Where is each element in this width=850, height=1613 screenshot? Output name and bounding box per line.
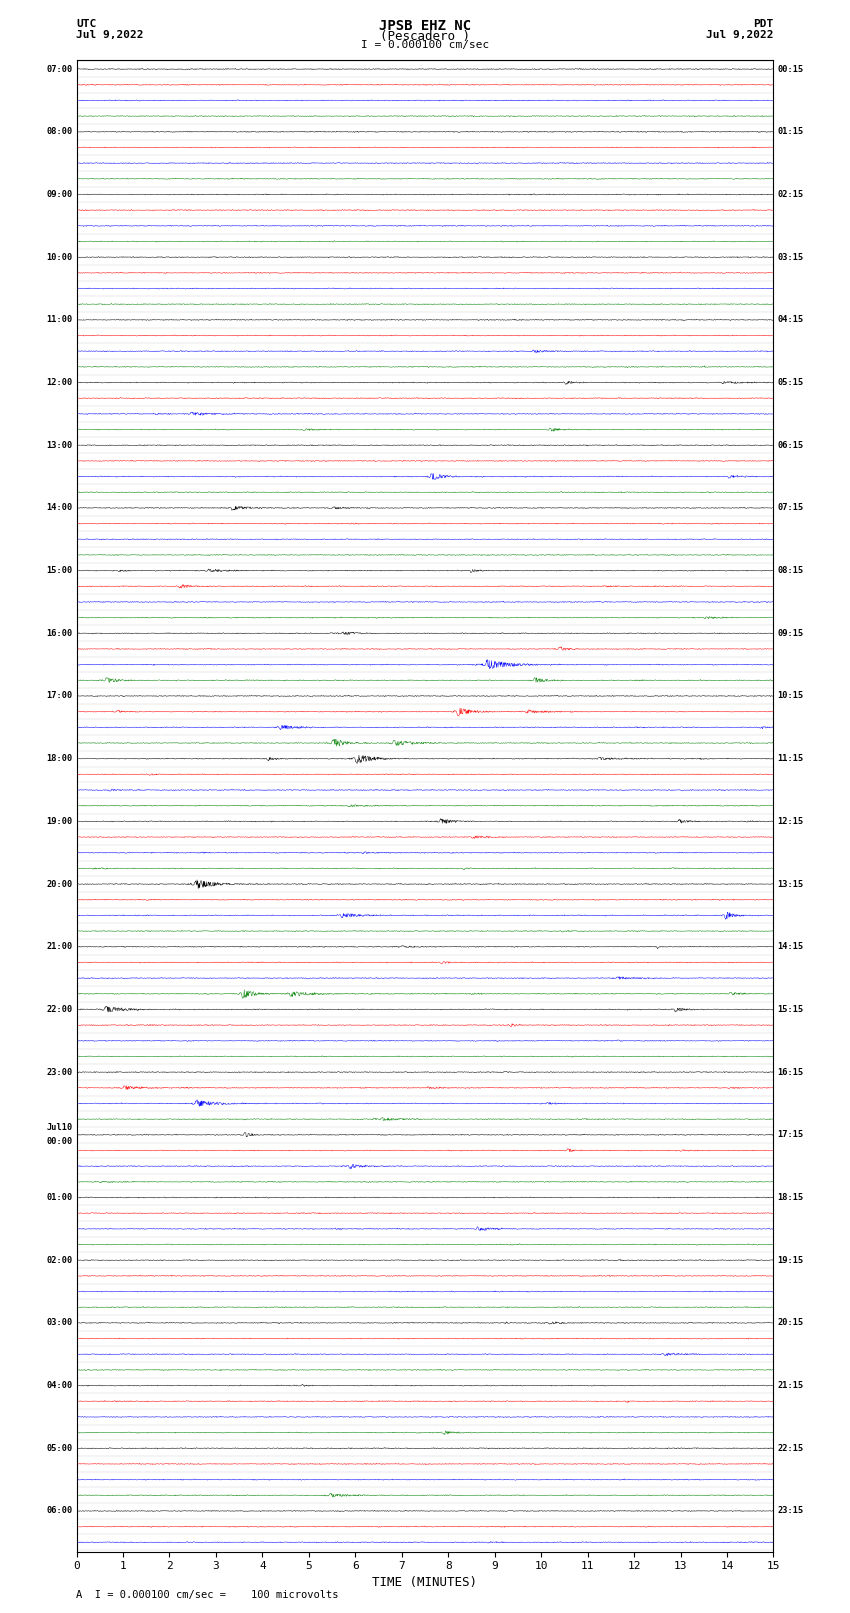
Text: 09:00: 09:00 [46,190,72,198]
Text: 14:15: 14:15 [778,942,804,952]
Text: (Pescadero ): (Pescadero ) [380,31,470,44]
Text: 11:15: 11:15 [778,755,804,763]
Text: 10:15: 10:15 [778,692,804,700]
Text: 16:00: 16:00 [46,629,72,637]
Text: 09:15: 09:15 [778,629,804,637]
Text: 05:00: 05:00 [46,1444,72,1453]
Text: 23:00: 23:00 [46,1068,72,1076]
Text: 13:15: 13:15 [778,879,804,889]
Text: 18:00: 18:00 [46,755,72,763]
Text: 10:00: 10:00 [46,253,72,261]
Text: 00:15: 00:15 [778,65,804,74]
Text: I = 0.000100 cm/sec: I = 0.000100 cm/sec [361,40,489,50]
Text: 20:15: 20:15 [778,1318,804,1327]
Text: 19:15: 19:15 [778,1255,804,1265]
Text: 13:00: 13:00 [46,440,72,450]
Text: UTC: UTC [76,18,97,29]
Text: 23:15: 23:15 [778,1507,804,1516]
Text: PDT: PDT [753,18,774,29]
Text: 03:00: 03:00 [46,1318,72,1327]
Text: 21:00: 21:00 [46,942,72,952]
Text: 17:00: 17:00 [46,692,72,700]
Text: 08:15: 08:15 [778,566,804,576]
Text: 19:00: 19:00 [46,816,72,826]
Text: 05:15: 05:15 [778,377,804,387]
Text: Jul10: Jul10 [46,1124,72,1132]
Text: 02:00: 02:00 [46,1255,72,1265]
X-axis label: TIME (MINUTES): TIME (MINUTES) [372,1576,478,1589]
Text: 04:00: 04:00 [46,1381,72,1390]
Text: A  I = 0.000100 cm/sec =    100 microvolts: A I = 0.000100 cm/sec = 100 microvolts [76,1590,339,1600]
Text: 18:15: 18:15 [778,1194,804,1202]
Text: 22:15: 22:15 [778,1444,804,1453]
Text: 12:00: 12:00 [46,377,72,387]
Text: 17:15: 17:15 [778,1131,804,1139]
Text: 12:15: 12:15 [778,816,804,826]
Text: 06:15: 06:15 [778,440,804,450]
Text: Jul 9,2022: Jul 9,2022 [706,31,774,40]
Text: 14:00: 14:00 [46,503,72,513]
Text: 04:15: 04:15 [778,316,804,324]
Text: 00:00: 00:00 [46,1137,72,1147]
Text: 01:00: 01:00 [46,1194,72,1202]
Text: 02:15: 02:15 [778,190,804,198]
Text: Jul 9,2022: Jul 9,2022 [76,31,144,40]
Text: 21:15: 21:15 [778,1381,804,1390]
Text: 15:00: 15:00 [46,566,72,576]
Text: 22:00: 22:00 [46,1005,72,1015]
Text: 03:15: 03:15 [778,253,804,261]
Text: 15:15: 15:15 [778,1005,804,1015]
Text: JPSB EHZ NC: JPSB EHZ NC [379,18,471,32]
Text: 07:00: 07:00 [46,65,72,74]
Text: 01:15: 01:15 [778,127,804,135]
Text: 08:00: 08:00 [46,127,72,135]
Text: 16:15: 16:15 [778,1068,804,1076]
Text: 11:00: 11:00 [46,316,72,324]
Text: 07:15: 07:15 [778,503,804,513]
Text: 06:00: 06:00 [46,1507,72,1516]
Text: 20:00: 20:00 [46,879,72,889]
